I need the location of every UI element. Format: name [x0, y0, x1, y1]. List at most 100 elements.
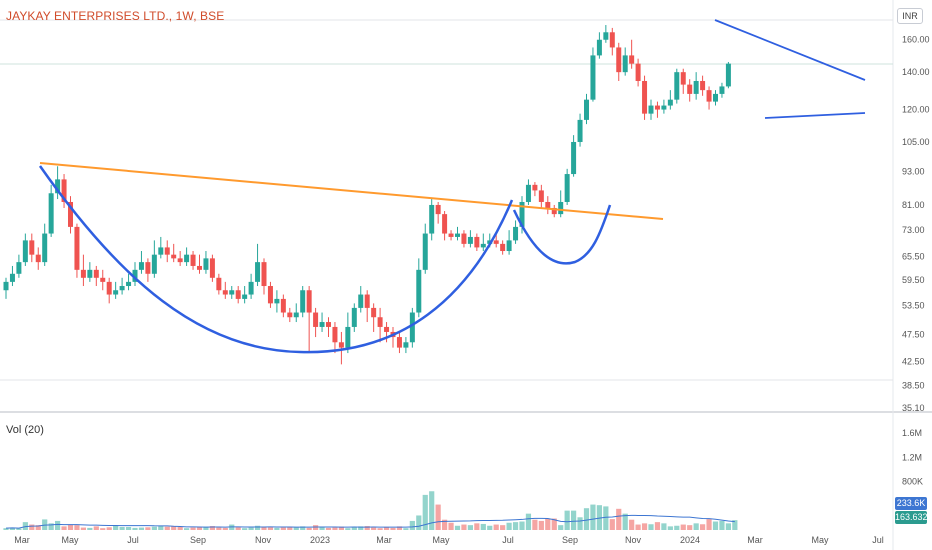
volume-ma-badge: 233.6K — [895, 497, 927, 510]
candle-body — [474, 236, 480, 248]
volume-bar — [222, 527, 228, 530]
candle-body — [725, 63, 731, 87]
volume-bar — [396, 526, 403, 530]
volume-bar — [293, 527, 299, 530]
volume-bar — [712, 521, 719, 530]
candle-body — [287, 312, 293, 318]
volume-bar — [55, 520, 61, 530]
volume-bar — [216, 527, 222, 530]
volume-bar — [177, 526, 183, 530]
time-tick-label: Nov — [625, 535, 642, 545]
candle-body — [93, 269, 99, 278]
candle-body — [87, 269, 93, 278]
time-tick-label: 2023 — [310, 535, 330, 545]
resistance-line — [39, 162, 664, 220]
candle-body — [235, 290, 241, 299]
time-tick-label: May — [432, 535, 450, 545]
candle-body — [242, 294, 248, 299]
candle-body — [22, 240, 28, 263]
volume-bar — [29, 524, 35, 530]
volume-bar — [158, 525, 164, 530]
time-tick-label: Mar — [14, 535, 30, 545]
volume-tick-label: 1.6M — [902, 428, 922, 438]
candle-body — [642, 80, 648, 114]
volume-bar — [3, 528, 9, 530]
volume-bar — [313, 525, 319, 530]
volume-bar — [113, 525, 119, 530]
candle-body — [280, 298, 286, 313]
candle-body — [680, 72, 686, 85]
volume-last-badge: 163.632K — [895, 511, 932, 524]
candle-body — [545, 201, 551, 208]
candle-body — [42, 233, 48, 263]
candle-body — [164, 247, 170, 255]
volume-bars — [3, 491, 738, 530]
price-tick-label: 35.10 — [902, 403, 925, 413]
candle-body — [513, 226, 519, 241]
price-tick-label: 73.00 — [902, 225, 925, 235]
candle-body — [455, 233, 460, 237]
volume-bar — [119, 526, 125, 530]
candle-body — [532, 184, 538, 191]
volume-bar — [280, 527, 286, 530]
volume-title[interactable]: Vol (20) — [6, 424, 44, 436]
volume-bar — [306, 527, 312, 530]
candle-body — [654, 105, 660, 110]
candle-body — [429, 204, 435, 234]
currency-label[interactable]: INR — [897, 8, 923, 24]
candle-body — [706, 90, 712, 102]
volume-bar — [422, 494, 428, 530]
volume-bar — [500, 525, 506, 530]
volume-bar — [151, 526, 157, 530]
candle-body — [371, 307, 377, 318]
time-tick-label: Sep — [562, 535, 578, 545]
price-tick-label: 59.50 — [902, 275, 925, 285]
volume-bar — [274, 527, 280, 530]
volume-bar — [435, 504, 441, 530]
volume-bar — [693, 523, 699, 530]
volume-bar — [532, 519, 538, 530]
candle-body — [435, 204, 441, 215]
handle-curve — [512, 204, 612, 265]
candle-body — [590, 55, 596, 100]
price-tick-label: 47.50 — [902, 329, 925, 339]
volume-bar — [377, 528, 383, 530]
price-tick-label: 140.00 — [902, 67, 930, 77]
candle-body — [216, 277, 222, 291]
candle-body — [119, 286, 125, 291]
candle-body — [9, 273, 15, 282]
triangle-lower-line — [764, 112, 866, 119]
candle-body — [416, 269, 422, 313]
volume-bar — [545, 518, 551, 530]
candle-body — [332, 326, 338, 343]
candle-body — [713, 93, 718, 102]
candle-body — [674, 72, 680, 100]
volume-bar — [519, 521, 525, 530]
candle-body — [538, 190, 544, 202]
candle-body — [506, 240, 512, 252]
volume-bar — [16, 528, 22, 530]
time-tick-label: May — [61, 535, 79, 545]
chart-title: JAYKAY ENTERPRISES LTD., 1W, BSE — [6, 9, 225, 23]
volume-bar — [87, 527, 93, 530]
candle-body — [403, 342, 409, 348]
price-tick-label: 120.00 — [902, 105, 930, 115]
volume-bar — [661, 523, 667, 530]
volume-bar — [429, 491, 435, 530]
volume-bar — [403, 528, 409, 530]
candle-body — [55, 179, 61, 194]
candle-body — [197, 265, 202, 270]
candle-body — [364, 294, 370, 308]
volume-bar — [80, 527, 86, 530]
time-tick-label: Jul — [872, 535, 884, 545]
candle-body — [384, 326, 390, 332]
volume-bar — [732, 520, 738, 530]
volume-bar — [235, 527, 241, 530]
volume-bar — [267, 527, 274, 530]
candle-body — [16, 262, 22, 274]
candle-body — [319, 322, 325, 327]
volume-bar — [106, 527, 112, 530]
candle-body — [177, 258, 183, 263]
price-tick-label: 53.50 — [902, 301, 925, 311]
